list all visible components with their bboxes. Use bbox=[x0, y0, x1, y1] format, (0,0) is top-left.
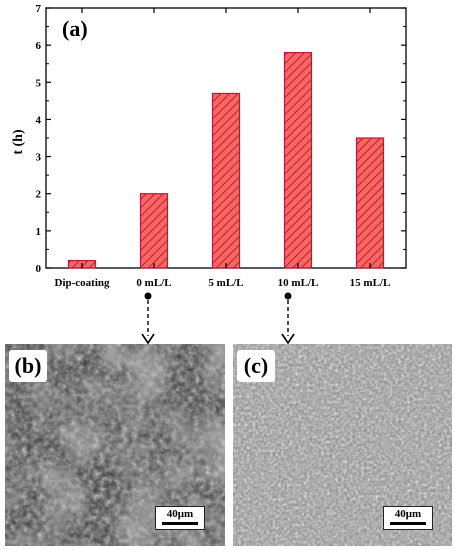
bar-chart: 0 1 2 3 4 5 6 7 Dip-coating 0 mL/L 5 mL/L 10 mL/L 15… bbox=[11, 3, 407, 289]
y-tick-label: 6 bbox=[36, 40, 42, 52]
bar bbox=[355, 137, 385, 269]
panel-label-c: (c) bbox=[237, 350, 275, 382]
bar bbox=[211, 92, 241, 269]
link-arrows bbox=[141, 292, 295, 345]
x-tick-label: 15 mL/L bbox=[350, 277, 391, 289]
micrograph-b: (b) 40μm bbox=[5, 344, 225, 546]
arrow-to-c bbox=[281, 292, 295, 345]
arrow-to-b bbox=[141, 292, 155, 345]
y-tick-label: 0 bbox=[36, 263, 42, 275]
panel-label-a: (a) bbox=[62, 16, 88, 41]
micrograph-c: (c) 40μm bbox=[233, 344, 452, 546]
y-axis-title: t (h) bbox=[11, 129, 26, 155]
scale-label-b: 40μm bbox=[166, 508, 194, 520]
x-tick-label: 5 mL/L bbox=[208, 277, 243, 289]
y-tick-label: 5 bbox=[36, 77, 42, 89]
y-tick-label: 3 bbox=[36, 152, 42, 164]
scale-label-c: 40μm bbox=[394, 508, 422, 520]
x-tick-label: Dip-coating bbox=[55, 277, 111, 289]
y-tick-label: 1 bbox=[36, 226, 42, 238]
scale-bar-c: 40μm bbox=[383, 506, 433, 530]
scale-bar-b: 40μm bbox=[155, 506, 205, 530]
x-tick-label: 0 mL/L bbox=[136, 277, 171, 289]
y-tick-label: 4 bbox=[36, 114, 42, 126]
x-tick-label: 10 mL/L bbox=[278, 277, 319, 289]
scale-line-c bbox=[390, 522, 426, 525]
bar bbox=[283, 51, 313, 269]
bar bbox=[139, 193, 169, 269]
scale-line-b bbox=[162, 522, 198, 525]
y-tick-label: 7 bbox=[36, 3, 42, 15]
panel-label-b: (b) bbox=[9, 350, 47, 382]
y-tick-label: 2 bbox=[36, 189, 42, 201]
